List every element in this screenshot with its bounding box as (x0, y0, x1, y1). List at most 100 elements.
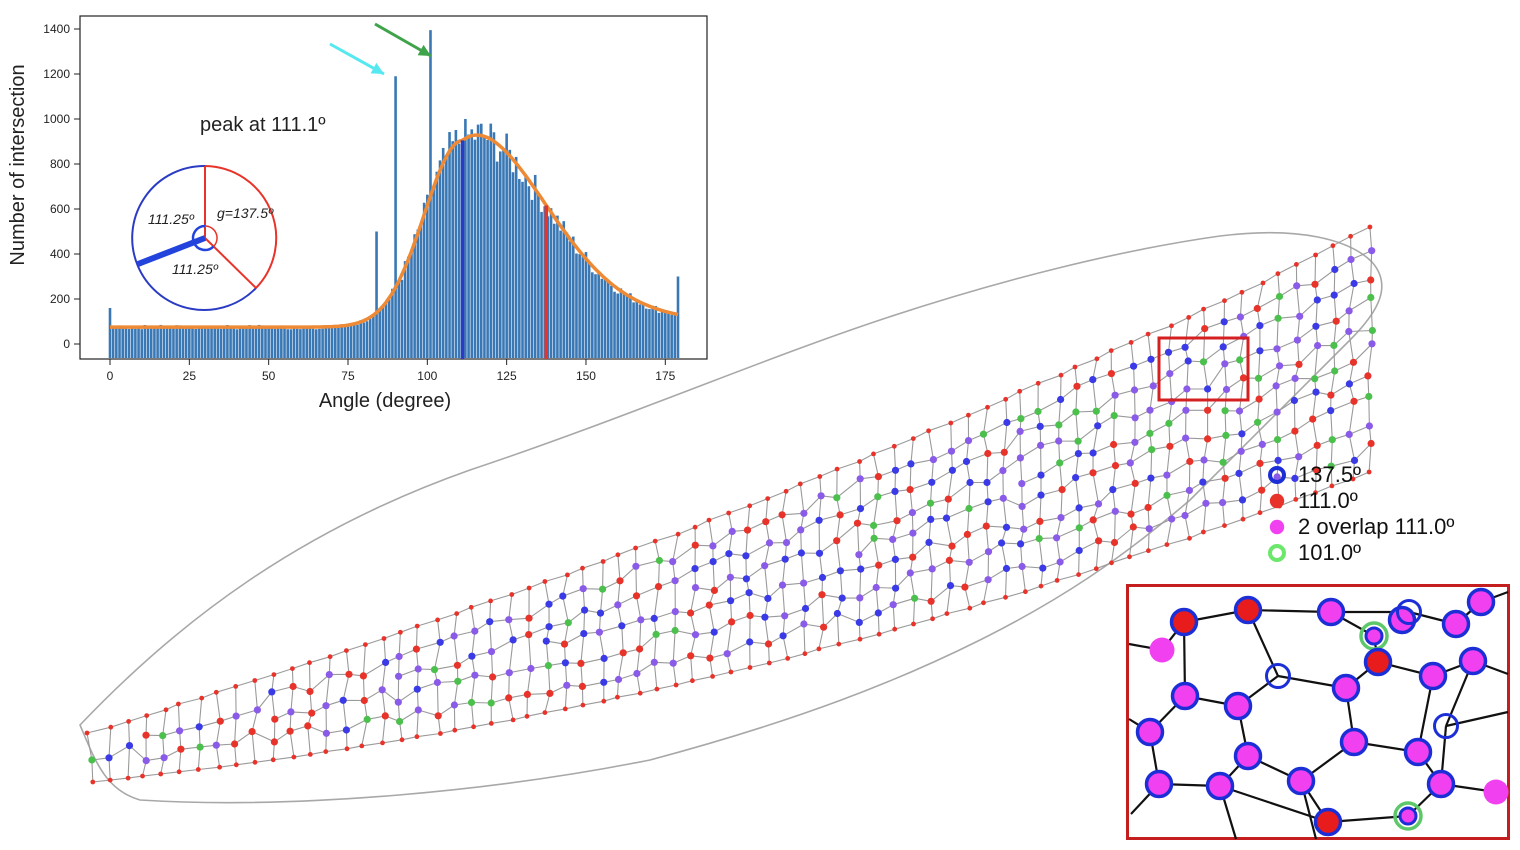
vein-junction-node (709, 542, 717, 550)
vein-junction-node (723, 650, 731, 658)
vein-junction-node (911, 594, 919, 602)
green-ring-icon (1393, 801, 1423, 831)
vein-junction-node (1345, 307, 1353, 315)
arrow-head-icon (417, 44, 431, 56)
magenta-node-icon (1286, 766, 1316, 796)
vein-junction-node (906, 486, 914, 494)
vein-junction-node (1055, 437, 1063, 445)
vein-junction-node (1089, 469, 1097, 477)
vein-junction-node (560, 640, 569, 648)
vein-junction-node (542, 637, 550, 645)
vein-junction-node (599, 585, 607, 593)
histogram-bar (524, 174, 527, 358)
vein-junction-node (671, 577, 679, 585)
vein-junction-node (1187, 535, 1192, 541)
vein-junction-node (542, 579, 548, 584)
histogram-bar (581, 256, 585, 358)
pie-red-arc (204, 165, 278, 289)
vein-junction-node (523, 690, 532, 699)
histogram-bar (337, 326, 340, 358)
histogram-bar (353, 324, 356, 358)
vein-junction-node (1018, 562, 1026, 571)
histogram-bar (343, 324, 347, 358)
histogram-bar (178, 325, 182, 358)
vein-junction-node (876, 631, 882, 637)
vein-junction-node (344, 746, 350, 752)
histogram-bar (226, 325, 229, 358)
vein-junction-node (1130, 362, 1138, 370)
histogram-bar (137, 327, 140, 358)
vein-junction-node (1002, 564, 1011, 573)
vein-junction-node (709, 558, 717, 566)
vein-junction-node (1074, 450, 1082, 458)
vein-junction-node (998, 539, 1006, 547)
histogram-bar (356, 324, 359, 358)
vein-junction-node (159, 732, 167, 740)
vein-junction-node (1238, 430, 1246, 438)
vein-junction-node (1368, 340, 1376, 348)
vein-junction-node (1089, 516, 1097, 524)
vein-junction-node (1235, 407, 1244, 415)
vein-junction-node (378, 686, 386, 694)
vein-junction-node (1294, 262, 1299, 267)
vein-junction-node (984, 449, 992, 458)
histogram-bar (134, 328, 137, 358)
vein-junction-node (966, 412, 971, 418)
pie-blue-arc (131, 164, 257, 311)
histogram-bar (632, 302, 635, 358)
vein-junction-node (637, 616, 645, 624)
vein-junction-node (725, 550, 733, 558)
vein-junction-node (984, 576, 992, 584)
histogram-bar (495, 161, 499, 358)
histogram-bar (600, 278, 604, 358)
vein-junction-node (471, 724, 476, 730)
vein-junction-node (545, 623, 553, 631)
vein-junction-node (1072, 364, 1078, 370)
vein-junction-node (710, 628, 718, 636)
vein-junction-node (1311, 280, 1319, 288)
vein-junction-node (1016, 454, 1024, 462)
x-tick-label: 150 (576, 369, 596, 383)
vein-junction-node (1093, 566, 1099, 572)
vein-junction-node (600, 678, 608, 686)
magenta-node-icon (1339, 727, 1369, 757)
vein-junction-node (926, 499, 935, 507)
vein-junction-node (90, 779, 96, 785)
vein-junction-node (395, 672, 403, 680)
histogram-bar (121, 327, 124, 358)
vein-junction-node (1365, 422, 1373, 430)
vein-junction-node (307, 752, 313, 757)
vein-junction-node (856, 594, 864, 602)
vein-junction-node (562, 706, 568, 712)
vein-junction-node (1147, 355, 1155, 363)
vein-junction-node (600, 654, 608, 663)
vein-junction-node (764, 640, 773, 648)
histogram-bar (422, 202, 426, 358)
vein-junction-node (946, 582, 955, 590)
histogram-bar (476, 124, 480, 358)
histogram-bar (305, 327, 309, 358)
vein-junction-node (815, 549, 824, 557)
vein-junction-node (1314, 342, 1322, 350)
histogram-bar (384, 303, 388, 358)
vein-junction-node (339, 696, 347, 704)
vein-junction-node (1185, 486, 1193, 494)
vein-junction-node (691, 541, 699, 549)
histogram-bar (210, 325, 213, 358)
x-tick-label: 25 (183, 369, 197, 383)
histogram-bar (511, 172, 515, 358)
vein-junction-node (1131, 414, 1139, 422)
vein-junction-node (979, 430, 988, 438)
histogram-bar (616, 293, 620, 358)
vein-junction-node (636, 645, 644, 653)
magenta-node-icon (1441, 609, 1471, 639)
vein-junction-node (1131, 438, 1139, 446)
histogram-bar (397, 282, 401, 358)
vein-junction-node (855, 551, 863, 559)
vein-junction-node (1349, 358, 1358, 366)
vein-junction-node (614, 601, 622, 609)
vein-junction-node (1127, 510, 1135, 518)
magenta-node-icon (1458, 646, 1488, 676)
vein-junction-node (1276, 362, 1284, 370)
vein-junction-node (781, 612, 789, 620)
